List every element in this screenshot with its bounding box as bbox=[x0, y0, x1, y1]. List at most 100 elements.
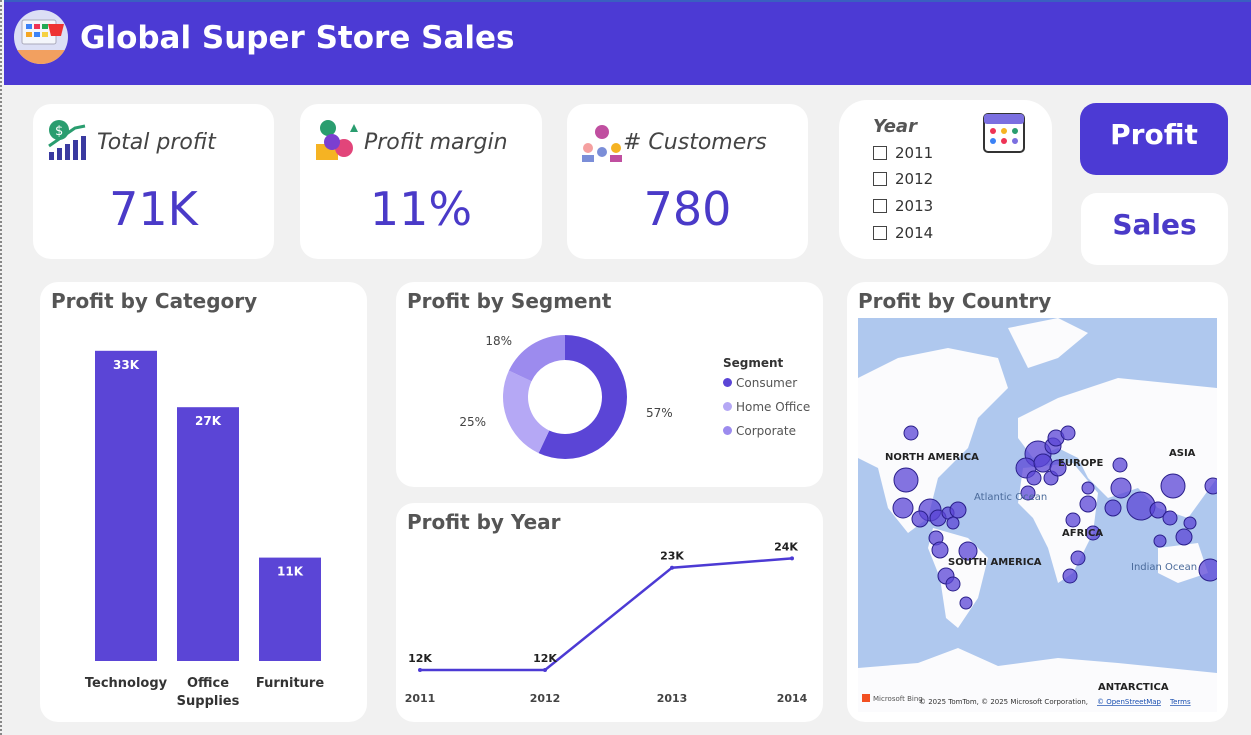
country-bubble[interactable] bbox=[1153, 534, 1167, 548]
checkbox[interactable] bbox=[873, 226, 887, 240]
data-label: 11K bbox=[277, 565, 304, 579]
profit-line bbox=[420, 557, 793, 672]
chart-title: Profit by Segment bbox=[407, 289, 612, 313]
country-bubble[interactable] bbox=[1149, 501, 1167, 519]
country-bubble[interactable] bbox=[1020, 485, 1036, 501]
profit-by-category-card: Profit by Category 33K Technology 27K Offic… bbox=[40, 282, 367, 722]
kpi-label: Profit margin bbox=[364, 130, 508, 155]
country-bubble[interactable] bbox=[958, 541, 978, 561]
data-label: 27K bbox=[195, 414, 222, 428]
customers-icon bbox=[582, 125, 622, 162]
svg-text:$: $ bbox=[55, 124, 63, 139]
legend-item[interactable]: Consumer bbox=[723, 376, 797, 390]
chart-title: Profit by Category bbox=[51, 289, 258, 313]
data-label: 25% bbox=[459, 415, 486, 429]
kpi-card-total-profit: $ Total profit 71K bbox=[33, 104, 274, 259]
country-bubble[interactable] bbox=[903, 425, 919, 441]
x-tick-label: 2012 bbox=[530, 692, 561, 705]
terms-link[interactable]: Terms bbox=[1169, 698, 1191, 706]
country-bubble[interactable] bbox=[949, 501, 967, 519]
country-bubble[interactable] bbox=[1204, 477, 1217, 495]
country-bubble[interactable] bbox=[945, 576, 961, 592]
category-label: Technology bbox=[85, 676, 168, 691]
legend-marker bbox=[723, 426, 732, 435]
data-label: 18% bbox=[485, 334, 512, 348]
data-point bbox=[543, 668, 547, 672]
country-bubble[interactable] bbox=[1079, 495, 1097, 513]
legend-label: Home Office bbox=[736, 400, 811, 414]
data-label: 24K bbox=[774, 540, 798, 553]
year-option-2014[interactable]: 2014 bbox=[873, 224, 933, 242]
country-bubble[interactable] bbox=[1026, 470, 1042, 486]
world-bubble-map[interactable]: NORTH AMERICA SOUTH AMERICA EUROPE AFRIC… bbox=[858, 318, 1217, 712]
store-monitor-basket-icon bbox=[14, 10, 68, 64]
profit-by-segment-card: Profit by Segment 57% 25% 18% Segment Cons… bbox=[396, 282, 823, 487]
legend-label: Corporate bbox=[736, 424, 796, 438]
kpi-label: # Customers bbox=[623, 130, 767, 155]
country-bubble[interactable] bbox=[1085, 525, 1101, 541]
country-bubble[interactable] bbox=[1070, 550, 1086, 566]
country-bubble[interactable] bbox=[1160, 473, 1186, 499]
country-bubble[interactable] bbox=[893, 467, 919, 493]
country-bubble[interactable] bbox=[1183, 516, 1197, 530]
country-bubble[interactable] bbox=[1033, 453, 1053, 473]
legend-marker bbox=[723, 402, 732, 411]
category-label: Furniture bbox=[256, 676, 324, 691]
country-bubble[interactable] bbox=[1162, 510, 1178, 526]
chart-title: Profit by Country bbox=[858, 289, 1052, 313]
profit-margin-icon bbox=[316, 120, 358, 160]
country-bubble[interactable] bbox=[911, 510, 929, 528]
map-label: ASIA bbox=[1169, 448, 1196, 459]
map-label: NORTH AMERICA bbox=[885, 452, 979, 463]
country-bubble[interactable] bbox=[959, 596, 973, 610]
country-bubble[interactable] bbox=[1081, 481, 1095, 495]
header-bar: Global Super Store Sales bbox=[4, 0, 1251, 85]
profit-button[interactable]: Profit bbox=[1080, 103, 1228, 175]
checkbox[interactable] bbox=[873, 146, 887, 160]
bar bbox=[177, 407, 239, 661]
year-line-chart: 12K 2011 12K 2012 23K 2013 24K 2014 bbox=[405, 540, 808, 705]
year-option-2012[interactable]: 2012 bbox=[873, 170, 933, 188]
x-tick-label: 2013 bbox=[657, 692, 688, 705]
kpi-value: 11% bbox=[369, 182, 473, 236]
legend-item[interactable]: Corporate bbox=[723, 424, 796, 438]
map-label: Atlantic Ocean bbox=[974, 492, 1047, 503]
category-label: Supplies bbox=[177, 694, 240, 709]
map-label: Indian Ocean bbox=[1131, 562, 1197, 573]
option-label: 2011 bbox=[895, 144, 934, 162]
country-bubble[interactable] bbox=[1062, 568, 1078, 584]
money-growth-chart-icon: $ bbox=[48, 120, 86, 160]
legend-label: Consumer bbox=[736, 376, 798, 390]
country-bubble[interactable] bbox=[1175, 528, 1193, 546]
country-bubble[interactable] bbox=[1110, 477, 1132, 499]
profit-by-year-card: Profit by Year 12K 2011 12K 2012 23K 2013 24K 2… bbox=[396, 503, 823, 722]
country-bubble[interactable] bbox=[1049, 459, 1067, 477]
country-bubble[interactable] bbox=[1112, 457, 1128, 473]
map-label: SOUTH AMERICA bbox=[948, 557, 1042, 568]
legend-item[interactable]: Home Office bbox=[723, 400, 810, 414]
country-bubble[interactable] bbox=[1104, 499, 1122, 517]
country-bubble[interactable] bbox=[892, 497, 914, 519]
donut-slice bbox=[503, 370, 550, 454]
country-bubble[interactable] bbox=[1060, 425, 1076, 441]
kpi-card-customers: # Customers 780 bbox=[567, 104, 808, 259]
segment-donut-chart: 57% 25% 18% bbox=[459, 334, 673, 459]
year-option-2011[interactable]: 2011 bbox=[873, 144, 933, 162]
country-bubble[interactable] bbox=[946, 516, 960, 530]
country-bubble[interactable] bbox=[1198, 558, 1217, 582]
x-tick-label: 2011 bbox=[405, 692, 436, 705]
option-label: 2012 bbox=[895, 170, 934, 188]
kpi-value: 780 bbox=[643, 182, 732, 236]
checkbox[interactable] bbox=[873, 199, 887, 213]
data-point bbox=[790, 556, 794, 561]
checkbox[interactable] bbox=[873, 172, 887, 186]
country-bubble[interactable] bbox=[931, 541, 949, 559]
year-option-2013[interactable]: 2013 bbox=[873, 197, 933, 215]
kpi-value: 71K bbox=[109, 182, 198, 236]
osm-link[interactable]: © OpenStreetMap bbox=[1097, 698, 1162, 706]
data-point bbox=[418, 668, 422, 672]
slicer-title: Year bbox=[873, 116, 917, 137]
country-bubble[interactable] bbox=[1065, 512, 1081, 528]
data-label: 12K bbox=[533, 652, 557, 665]
sales-button[interactable]: Sales bbox=[1081, 193, 1228, 265]
